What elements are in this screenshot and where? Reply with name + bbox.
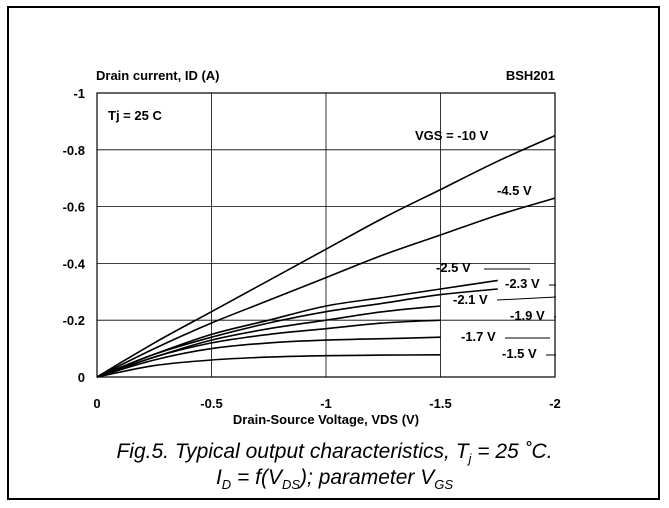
label-leader [496,296,557,301]
series-line [96,354,441,378]
y-tick-label: -0.4 [63,256,86,271]
temperature-annotation: Tj = 25 C [108,108,162,123]
curve-label: VGS = -10 V [415,128,489,143]
x-axis-label: Drain-Source Voltage, VDS (V) [233,412,419,427]
curve-label: -1.5 V [502,346,537,361]
series-line [96,288,498,378]
curve-label: -2.5 V [436,260,471,275]
y-tick-label: -1 [73,86,85,101]
chart-title: BSH201 [506,68,555,83]
y-tick-labels: 0 -0.2 -0.4 -0.6 -0.8 -1 [63,86,86,385]
curve-label: -4.5 V [497,183,532,198]
x-tick-label: -1 [320,396,332,411]
label-leaders [484,268,557,356]
series-line [96,336,441,378]
y-tick-label: -0.8 [63,143,85,158]
y-tick-label: -0.6 [63,200,85,215]
x-tick-label: 0 [93,396,100,411]
x-tick-labels: 0 -0.5 -1 -1.5 -2 [93,396,560,411]
curve-label: -1.9 V [510,308,545,323]
curve-label: -1.7 V [461,329,496,344]
y-tick-label: 0 [78,370,85,385]
figure-frame [7,6,660,500]
x-tick-label: -1.5 [429,396,451,411]
series-line [96,134,556,378]
series-lines [96,134,556,378]
series-line [96,319,441,378]
series-line [96,197,556,378]
curve-label: -2.1 V [453,292,488,307]
caption-line-2: ID = f(VDS); parameter VGS [215,466,454,493]
x-tick-label: -2 [549,396,561,411]
curve-label: -2.3 V [505,276,540,291]
y-tick-label: -0.2 [63,313,85,328]
output-characteristics-chart: 0 -0.5 -1 -1.5 -2 0 -0.2 -0.4 -0.6 -0.8 -1 VGS = … [63,68,561,427]
y-axis-label: Drain current, ID (A) [96,68,220,83]
caption-line-1: Fig.5. Typical output characteristics, T… [116,440,553,467]
x-tick-label: -0.5 [200,396,222,411]
curve-labels: VGS = -10 V -4.5 V -2.5 V -2.3 V -2.1 V -1.9 … [415,128,545,361]
